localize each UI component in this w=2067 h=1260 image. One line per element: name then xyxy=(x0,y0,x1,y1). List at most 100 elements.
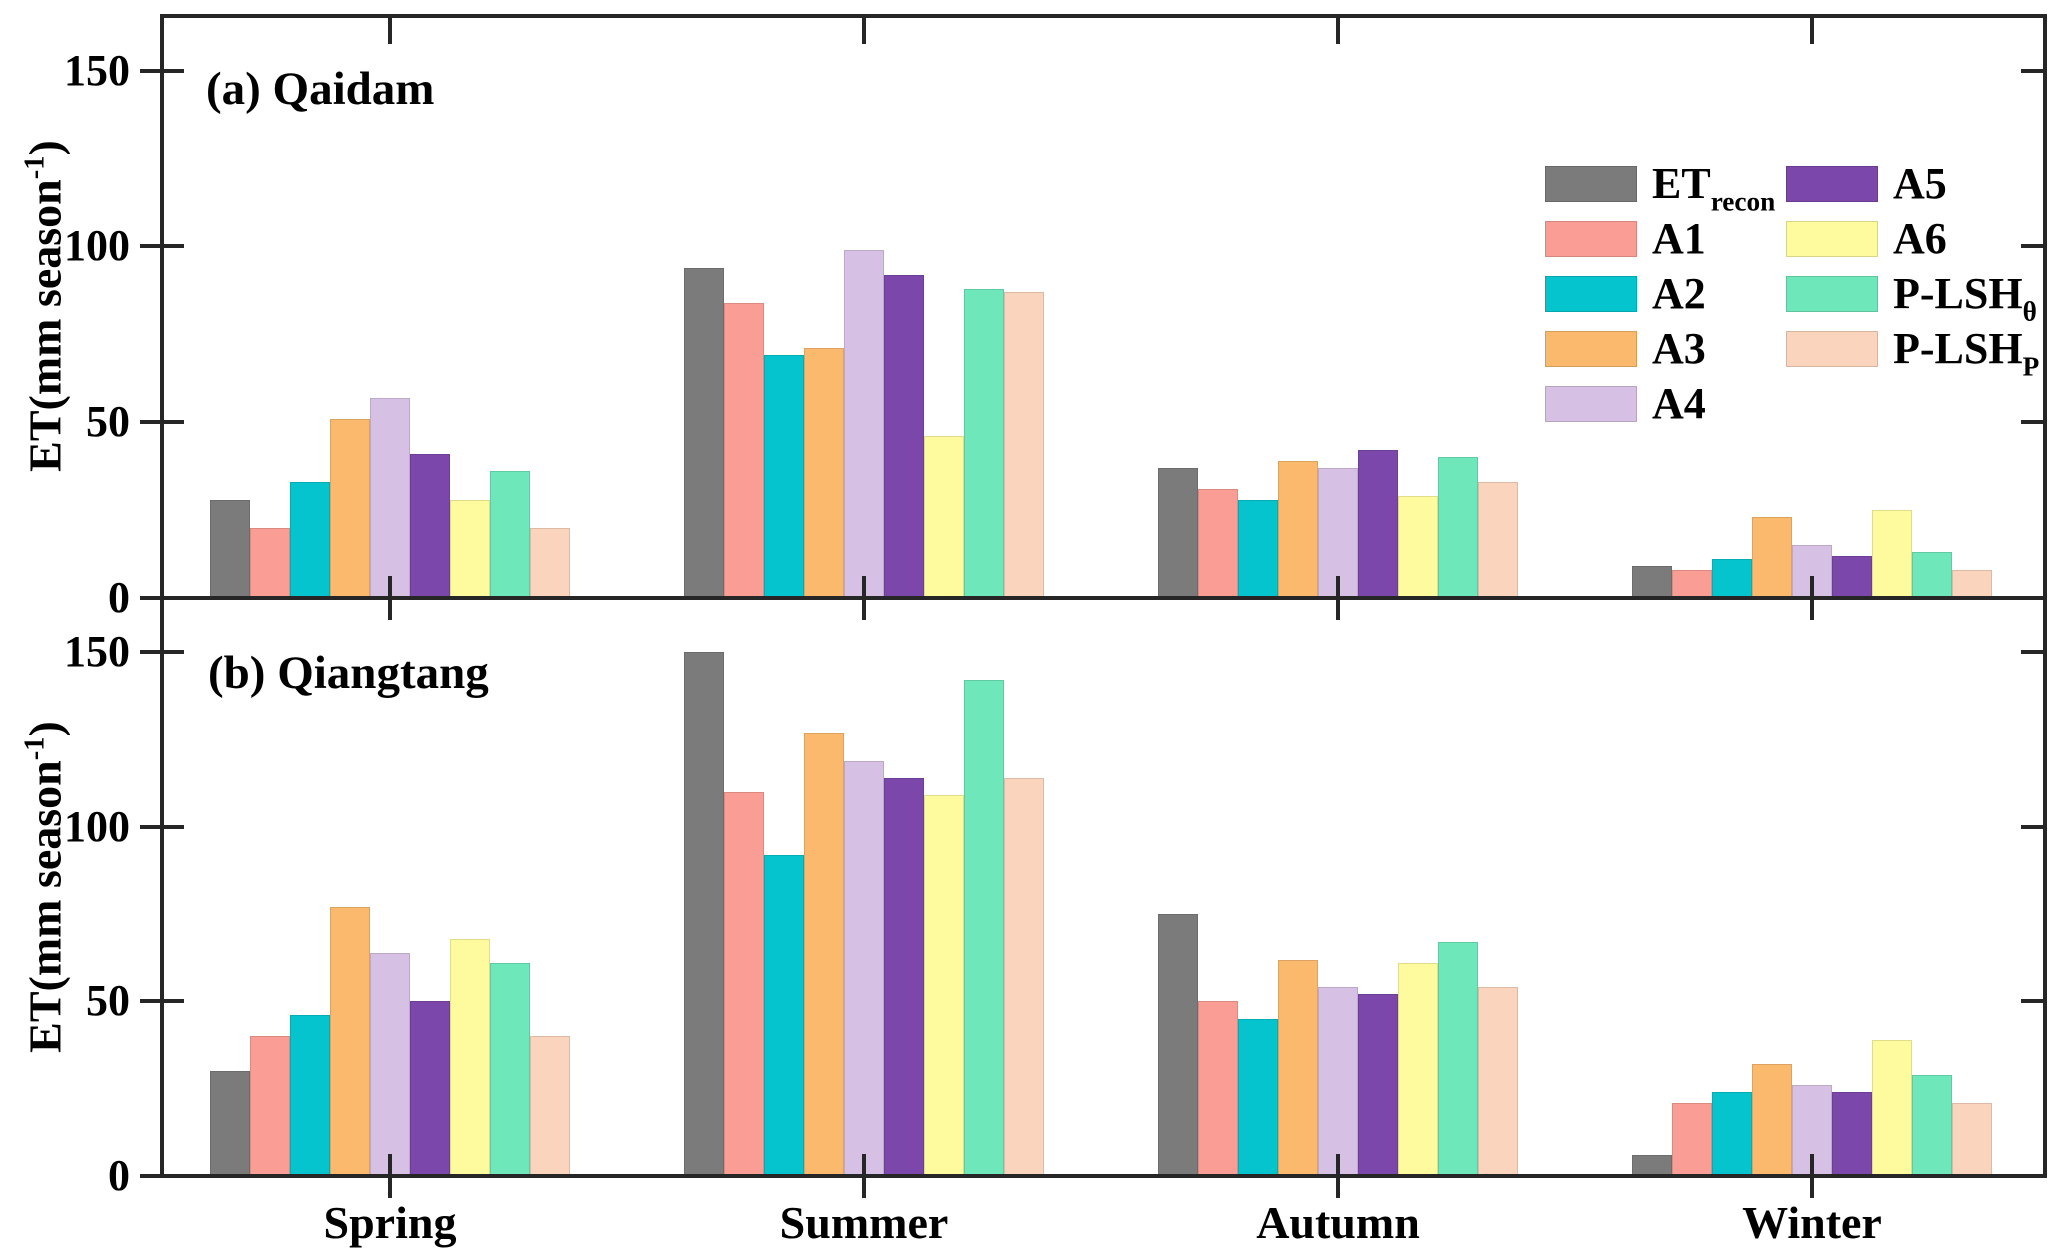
bar-qaidam-summer-A4 xyxy=(844,250,884,598)
bar-qiangtang-spring-A1 xyxy=(250,1036,290,1176)
y-axis-label-qiangtang: ET(mm season-1) xyxy=(19,721,72,1053)
legend-swatch-a1 xyxy=(1545,221,1637,257)
legend-swatch-plsh-p xyxy=(1786,331,1878,367)
y-tick-right xyxy=(2021,825,2043,829)
bar-qiangtang-summer-A3 xyxy=(804,733,844,1176)
x-tick-bottom xyxy=(388,1154,392,1198)
y-tick-right xyxy=(2021,420,2043,424)
bar-qaidam-spring-P-LSHP xyxy=(530,528,570,598)
bar-qiangtang-spring-P-LSHθ xyxy=(490,963,530,1176)
bar-qiangtang-summer-ETrecon xyxy=(684,652,724,1176)
bar-qiangtang-winter-P-LSHθ xyxy=(1912,1075,1952,1176)
bar-qiangtang-winter-A5 xyxy=(1832,1092,1872,1176)
y-axis-label-text: ET(mm season xyxy=(19,760,71,1053)
legend-swatch-a4 xyxy=(1545,386,1637,422)
bar-qaidam-winter-P-LSHθ xyxy=(1912,552,1952,598)
bar-qiangtang-summer-P-LSHP xyxy=(1004,778,1044,1176)
y-axis-label-superscript: -1 xyxy=(19,155,51,180)
bar-qaidam-summer-A6 xyxy=(924,436,964,598)
y-tick-label: 0 xyxy=(108,573,130,622)
bar-qiangtang-spring-ETrecon xyxy=(210,1071,250,1176)
legend-swatch-a3 xyxy=(1545,331,1637,367)
bar-qaidam-spring-A3 xyxy=(330,419,370,598)
y-tick xyxy=(140,1174,184,1178)
bar-qiangtang-summer-A5 xyxy=(884,778,924,1176)
bar-qaidam-autumn-P-LSHP xyxy=(1478,482,1518,598)
bar-qaidam-spring-A6 xyxy=(450,500,490,598)
y-axis-label-suffix: ) xyxy=(19,721,71,737)
bar-qiangtang-summer-A4 xyxy=(844,761,884,1176)
bar-qaidam-summer-A5 xyxy=(884,275,924,598)
bar-qaidam-autumn-A1 xyxy=(1198,489,1238,598)
bar-qaidam-winter-P-LSHP xyxy=(1952,570,1992,598)
bar-qiangtang-spring-A6 xyxy=(450,939,490,1176)
bar-qiangtang-winter-A3 xyxy=(1752,1064,1792,1176)
bar-qaidam-autumn-P-LSHθ xyxy=(1438,457,1478,598)
x-tick-middle xyxy=(862,576,866,620)
x-tick-top xyxy=(1336,18,1340,44)
bar-qiangtang-spring-A4 xyxy=(370,953,410,1176)
y-tick xyxy=(140,999,184,1003)
bar-qiangtang-winter-A6 xyxy=(1872,1040,1912,1176)
bar-qaidam-winter-A1 xyxy=(1672,570,1712,598)
bar-qiangtang-spring-A3 xyxy=(330,907,370,1176)
bar-qiangtang-spring-P-LSHP xyxy=(530,1036,570,1176)
bar-qaidam-summer-A1 xyxy=(724,303,764,598)
bar-qaidam-autumn-A2 xyxy=(1238,500,1278,598)
y-tick-right xyxy=(2021,999,2043,1003)
x-tick-middle xyxy=(388,576,392,620)
x-tick-middle xyxy=(1336,576,1340,620)
bar-qaidam-spring-ETrecon xyxy=(210,500,250,598)
bar-qaidam-spring-A2 xyxy=(290,482,330,598)
bar-qiangtang-summer-A1 xyxy=(724,792,764,1176)
legend-swatch-a6 xyxy=(1786,221,1878,257)
x-label-winter: Winter xyxy=(1742,1197,1882,1248)
bar-qiangtang-autumn-A6 xyxy=(1398,963,1438,1176)
bar-qaidam-winter-ETrecon xyxy=(1632,566,1672,598)
y-tick-label: 150 xyxy=(64,627,130,676)
bar-qaidam-spring-A5 xyxy=(410,454,450,598)
legend-label-plsh-p: P-LSHP xyxy=(1893,324,2040,382)
bar-qaidam-winter-A2 xyxy=(1712,559,1752,598)
bar-qaidam-winter-A3 xyxy=(1752,517,1792,598)
bar-qaidam-summer-P-LSHP xyxy=(1004,292,1044,598)
bar-qaidam-summer-A3 xyxy=(804,348,844,598)
x-tick-bottom xyxy=(1336,1154,1340,1198)
panel-b-title: (b) Qiangtang xyxy=(208,647,489,699)
x-tick-top xyxy=(862,18,866,44)
legend-label-etrecon: ETrecon xyxy=(1652,159,1776,217)
bar-qiangtang-autumn-P-LSHP xyxy=(1478,987,1518,1176)
y-axis-label-qaidam: ET(mm season-1) xyxy=(19,140,72,472)
y-tick-right xyxy=(2021,1174,2043,1178)
y-tick xyxy=(140,825,184,829)
x-tick-top xyxy=(1810,18,1814,44)
legend-label-a1: A1 xyxy=(1652,214,1706,263)
bar-qaidam-autumn-A5 xyxy=(1358,450,1398,598)
bar-qiangtang-summer-P-LSHθ xyxy=(964,680,1004,1176)
legend-swatch-etrecon xyxy=(1545,166,1637,202)
bar-qaidam-summer-P-LSHθ xyxy=(964,289,1004,598)
bar-qaidam-autumn-ETrecon xyxy=(1158,468,1198,598)
panel-a-title: (a) Qaidam xyxy=(206,63,435,115)
bar-qiangtang-spring-A2 xyxy=(290,1015,330,1176)
bar-qiangtang-winter-ETrecon xyxy=(1632,1155,1672,1176)
bar-qiangtang-autumn-A4 xyxy=(1318,987,1358,1176)
bar-qaidam-spring-P-LSHθ xyxy=(490,471,530,598)
y-tick-right xyxy=(2021,244,2043,248)
y-tick xyxy=(140,244,184,248)
y-tick xyxy=(140,596,184,600)
legend-swatch-plsh-theta xyxy=(1786,276,1878,312)
y-tick-label: 150 xyxy=(64,46,130,95)
y-tick-right xyxy=(2021,596,2043,600)
bar-qiangtang-winter-A2 xyxy=(1712,1092,1752,1176)
legend-swatch-a2 xyxy=(1545,276,1637,312)
x-tick-middle xyxy=(1810,576,1814,620)
y-tick-label: 0 xyxy=(108,1151,130,1200)
bar-qaidam-spring-A4 xyxy=(370,398,410,598)
bar-qiangtang-summer-A6 xyxy=(924,795,964,1176)
bar-qiangtang-autumn-ETrecon xyxy=(1158,914,1198,1176)
x-tick-top xyxy=(388,18,392,44)
bar-qiangtang-summer-A2 xyxy=(764,855,804,1176)
x-label-autumn: Autumn xyxy=(1256,1197,1420,1248)
bar-qiangtang-winter-P-LSHP xyxy=(1952,1103,1992,1176)
